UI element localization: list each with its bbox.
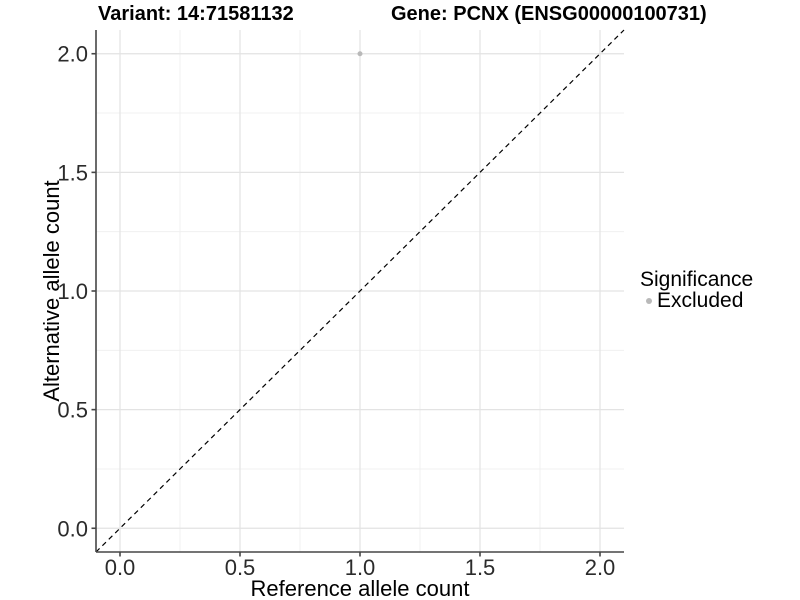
x-tick-label: 1.5 [465, 555, 496, 580]
legend-item-label: Excluded [657, 288, 744, 312]
plot-title-gene: Gene: PCNX (ENSG00000100731) [391, 3, 707, 25]
legend: Significance Excluded [640, 268, 754, 312]
identity-reference-line [95, 29, 625, 553]
data-point-excluded [357, 51, 363, 57]
excluded-point-icon [646, 297, 652, 304]
legend-item-excluded: Excluded [646, 288, 744, 312]
y-tick-label: 1.5 [57, 160, 88, 185]
y-tick-label: 0.0 [57, 516, 88, 541]
plot-title-variant: Variant: 14:71581132 [98, 3, 294, 25]
legend-title: Significance [640, 268, 754, 291]
x-tick-label: 2.0 [585, 555, 616, 580]
x-axis-title: Reference allele count [250, 576, 470, 600]
y-tick-label: 1.0 [57, 279, 88, 304]
y-tick-label: 2.0 [57, 42, 88, 67]
x-tick-label: 1.0 [345, 555, 376, 580]
x-tick-label: 0.5 [225, 555, 256, 580]
y-axis-title: Alternative allele count [39, 180, 64, 402]
y-tick-label: 0.5 [57, 398, 88, 423]
x-tick-label: 0.0 [105, 555, 136, 580]
